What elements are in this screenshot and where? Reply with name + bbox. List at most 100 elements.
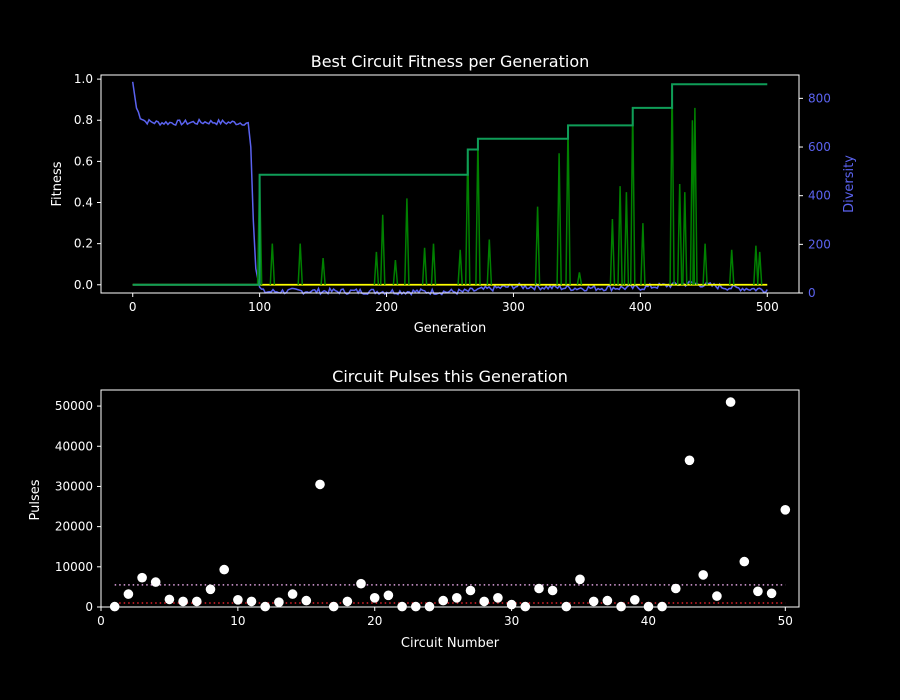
y-tick-label: 0 <box>85 600 93 614</box>
diversity-axis-ticks: 0 200 400 600 800 <box>799 91 831 300</box>
fitness-spike <box>702 243 708 285</box>
pulse-point <box>438 595 449 606</box>
pulse-point <box>123 589 134 599</box>
pulse-point <box>178 596 188 607</box>
pulse-point <box>780 505 791 515</box>
pulse-point <box>753 586 763 597</box>
x-tick-label: 300 <box>502 300 525 314</box>
fitness-spike <box>753 245 759 285</box>
y2-tick-label: 400 <box>808 189 831 203</box>
pulse-point <box>493 593 503 603</box>
x-tick-label: 30 <box>504 614 519 628</box>
pulse-point <box>630 595 640 605</box>
fitness-spike <box>404 198 410 285</box>
x-tick-label: 50 <box>778 614 793 628</box>
pulse-point <box>739 556 750 567</box>
pulse-point <box>192 596 202 607</box>
y2-tick-label: 200 <box>808 237 831 251</box>
x-tick-label: 400 <box>629 300 652 314</box>
pulse-point <box>712 591 722 601</box>
fitness-spike <box>534 206 541 285</box>
pulse-point <box>588 596 599 607</box>
pulse-point <box>534 583 544 594</box>
fitness-spike <box>373 251 380 285</box>
pulses-plot-frame <box>100 389 800 608</box>
pulses-plot-title: Circuit Pulses this Generation <box>332 367 568 386</box>
fitness-spike <box>392 260 399 285</box>
fitness-axis-ticks: 0.0 0.2 0.4 0.6 0.8 1.0 <box>74 72 101 292</box>
pulses-axis-ticks: 0 10000 20000 30000 40000 50000 <box>55 399 101 614</box>
fitness-spike <box>609 218 616 285</box>
y-tick-label: 1.0 <box>74 72 93 86</box>
pulse-point <box>150 577 161 587</box>
best-fitness-line <box>132 83 768 286</box>
x-tick-label: 200 <box>375 300 398 314</box>
circuit-axis-ticks: 0 10 20 30 40 50 <box>97 607 793 628</box>
x-tick-label: 100 <box>248 300 271 314</box>
y-tick-label: 0.2 <box>74 237 93 251</box>
pulse-point <box>575 574 585 585</box>
y2-tick-label: 0 <box>808 286 816 300</box>
fitness-series-group <box>131 81 768 296</box>
pulse-point <box>671 583 681 594</box>
pulse-point <box>205 584 216 595</box>
pulse-point <box>287 589 298 599</box>
pulse-point <box>315 479 325 490</box>
fitness-spike <box>430 243 437 285</box>
fitness-spike <box>682 192 688 285</box>
pulse-point <box>356 578 366 589</box>
pulse-point <box>725 397 736 407</box>
fitness-spike <box>640 223 646 285</box>
fitness-axis-label: Fitness <box>50 161 65 206</box>
pulse-point <box>219 564 229 575</box>
y-tick-label: 0.0 <box>74 278 93 292</box>
fitness-spike <box>486 239 493 285</box>
generation-axis-ticks: 0 100 200 300 400 500 <box>129 293 779 314</box>
pulse-point <box>602 595 613 606</box>
fitness-spike <box>379 214 386 285</box>
fitness-spike <box>457 249 463 285</box>
pulse-point <box>274 597 284 607</box>
y-tick-label: 0.6 <box>74 154 93 168</box>
pulse-point <box>342 596 353 607</box>
y-tick-label: 20000 <box>55 520 93 534</box>
fitness-spike <box>576 272 583 285</box>
fitness-plot-frame <box>100 74 800 294</box>
circuit-axis-label: Circuit Number <box>401 636 500 651</box>
pulse-point <box>452 593 462 603</box>
pulse-point <box>301 595 312 606</box>
fitness-spike <box>556 153 562 285</box>
y-tick-label: 10000 <box>55 560 93 574</box>
x-tick-label: 500 <box>756 300 779 314</box>
fitness-spike <box>692 107 698 285</box>
y2-tick-label: 800 <box>808 91 831 105</box>
y-tick-label: 0.8 <box>74 113 93 127</box>
pulse-point <box>766 588 777 599</box>
fitness-spike <box>320 257 326 285</box>
fitness-spike <box>756 251 763 285</box>
pulses-axis-label: Pulses <box>28 479 43 520</box>
fitness-spike <box>421 247 428 285</box>
pulse-point <box>233 595 243 605</box>
pulse-point <box>698 570 708 580</box>
y2-tick-label: 600 <box>808 140 831 154</box>
fitness-spike <box>617 186 623 285</box>
pulse-point <box>465 585 476 596</box>
x-tick-label: 20 <box>367 614 382 628</box>
pulse-point <box>479 596 490 607</box>
generation-axis-label: Generation <box>414 321 487 336</box>
y-tick-label: 30000 <box>55 479 93 493</box>
fitness-spike <box>728 249 735 285</box>
fitness-spike <box>297 243 304 285</box>
y-tick-label: 50000 <box>55 399 93 413</box>
pulse-point <box>383 590 394 601</box>
fitness-spike <box>269 243 276 285</box>
pulse-point <box>246 596 257 607</box>
fitness-spike <box>623 192 630 285</box>
pulse-point <box>137 572 147 583</box>
pulse-point <box>684 455 695 466</box>
pulses-plot: Circuit Pulses this Generation 0 10 20 30 40… <box>28 367 800 651</box>
x-tick-label: 40 <box>641 614 656 628</box>
diversity-axis-label: Diversity <box>842 155 857 213</box>
